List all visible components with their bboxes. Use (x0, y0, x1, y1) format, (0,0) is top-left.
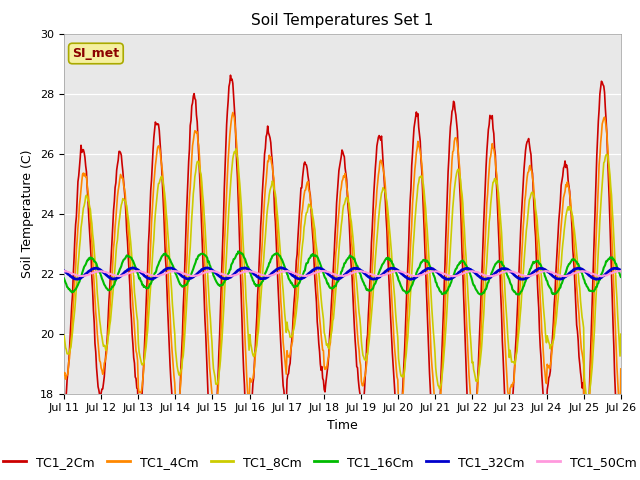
Title: Soil Temperatures Set 1: Soil Temperatures Set 1 (252, 13, 433, 28)
Legend: TC1_2Cm, TC1_4Cm, TC1_8Cm, TC1_16Cm, TC1_32Cm, TC1_50Cm: TC1_2Cm, TC1_4Cm, TC1_8Cm, TC1_16Cm, TC1… (0, 451, 640, 474)
Y-axis label: Soil Temperature (C): Soil Temperature (C) (22, 149, 35, 278)
Text: SI_met: SI_met (72, 47, 120, 60)
X-axis label: Time: Time (327, 419, 358, 432)
